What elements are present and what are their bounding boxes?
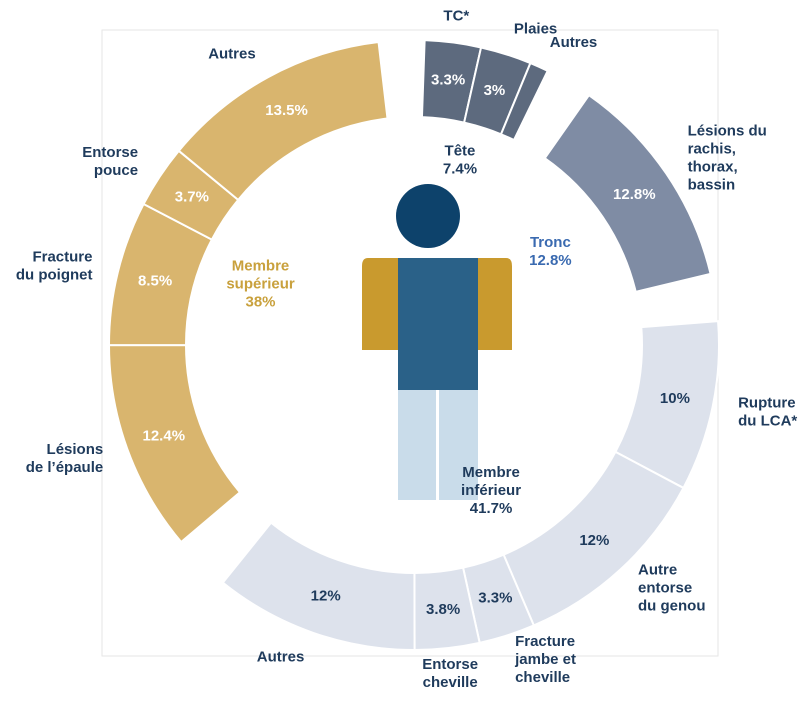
group-value: 41.7% — [470, 500, 513, 517]
segment-name: Fracture — [515, 633, 575, 650]
segment-name: Plaies — [514, 20, 557, 37]
segment-name: Autres — [208, 45, 256, 62]
figure — [362, 184, 512, 500]
segment-value: 3.7% — [175, 189, 209, 206]
segment-name: du genou — [638, 598, 706, 615]
segment-name: du LCA* — [738, 412, 797, 429]
segment-value: 10% — [660, 390, 690, 407]
segment-value: 3.8% — [426, 601, 460, 618]
group-name: Tronc — [530, 234, 571, 251]
segment-value: 3.3% — [431, 72, 465, 89]
segment-name: Fracture — [32, 248, 92, 265]
segment-value: 13.5% — [265, 102, 308, 119]
segment-name: de l’épaule — [26, 459, 104, 476]
segment-name: Entorse — [82, 144, 138, 161]
segment-name: Entorse — [422, 656, 478, 673]
group-value: 7.4% — [443, 161, 477, 178]
segment-value: 3.3% — [478, 590, 512, 607]
segment-name: Autre — [638, 562, 677, 579]
group-name: Tête — [445, 143, 476, 160]
segment-name: Autres — [257, 648, 305, 665]
segment-name: du poignet — [16, 266, 93, 283]
segment-value: 3% — [484, 82, 506, 99]
segment-value: 12% — [579, 532, 609, 549]
segment-name: pouce — [94, 162, 138, 179]
segment-name: TC* — [443, 8, 469, 25]
segment-name: Lésions — [47, 441, 104, 458]
torso — [398, 258, 478, 390]
segment-name: entorse — [638, 580, 692, 597]
segment-name: Autres — [550, 34, 598, 51]
segment-value: 8.5% — [138, 273, 172, 290]
segment-name: thorax, — [688, 159, 738, 176]
left-arm — [362, 258, 398, 350]
group-name: supérieur — [226, 275, 295, 292]
group-name: Membre — [232, 257, 290, 274]
right-arm — [478, 258, 512, 350]
segment-name: Lésions du — [688, 123, 767, 140]
segment-value: 12% — [311, 587, 341, 604]
segment-name: rachis, — [688, 141, 736, 158]
group-name: Membre — [462, 464, 520, 481]
group-value: 38% — [246, 293, 276, 310]
right-leg — [439, 390, 478, 500]
left-leg — [398, 390, 436, 500]
segment-value: 12.4% — [143, 428, 186, 445]
group-name: inférieur — [461, 482, 521, 499]
segment-name: bassin — [688, 177, 736, 194]
segment-name: Rupture — [738, 394, 796, 411]
segment-name: cheville — [515, 669, 570, 686]
segment-name: cheville — [423, 674, 478, 691]
segment — [499, 61, 550, 142]
segment — [221, 521, 416, 651]
segment — [543, 93, 712, 294]
head — [396, 184, 460, 248]
group-value: 12.8% — [529, 252, 572, 269]
segment — [177, 40, 389, 202]
segment-name: jambe et — [514, 651, 576, 668]
segment-value: 12.8% — [613, 186, 656, 203]
